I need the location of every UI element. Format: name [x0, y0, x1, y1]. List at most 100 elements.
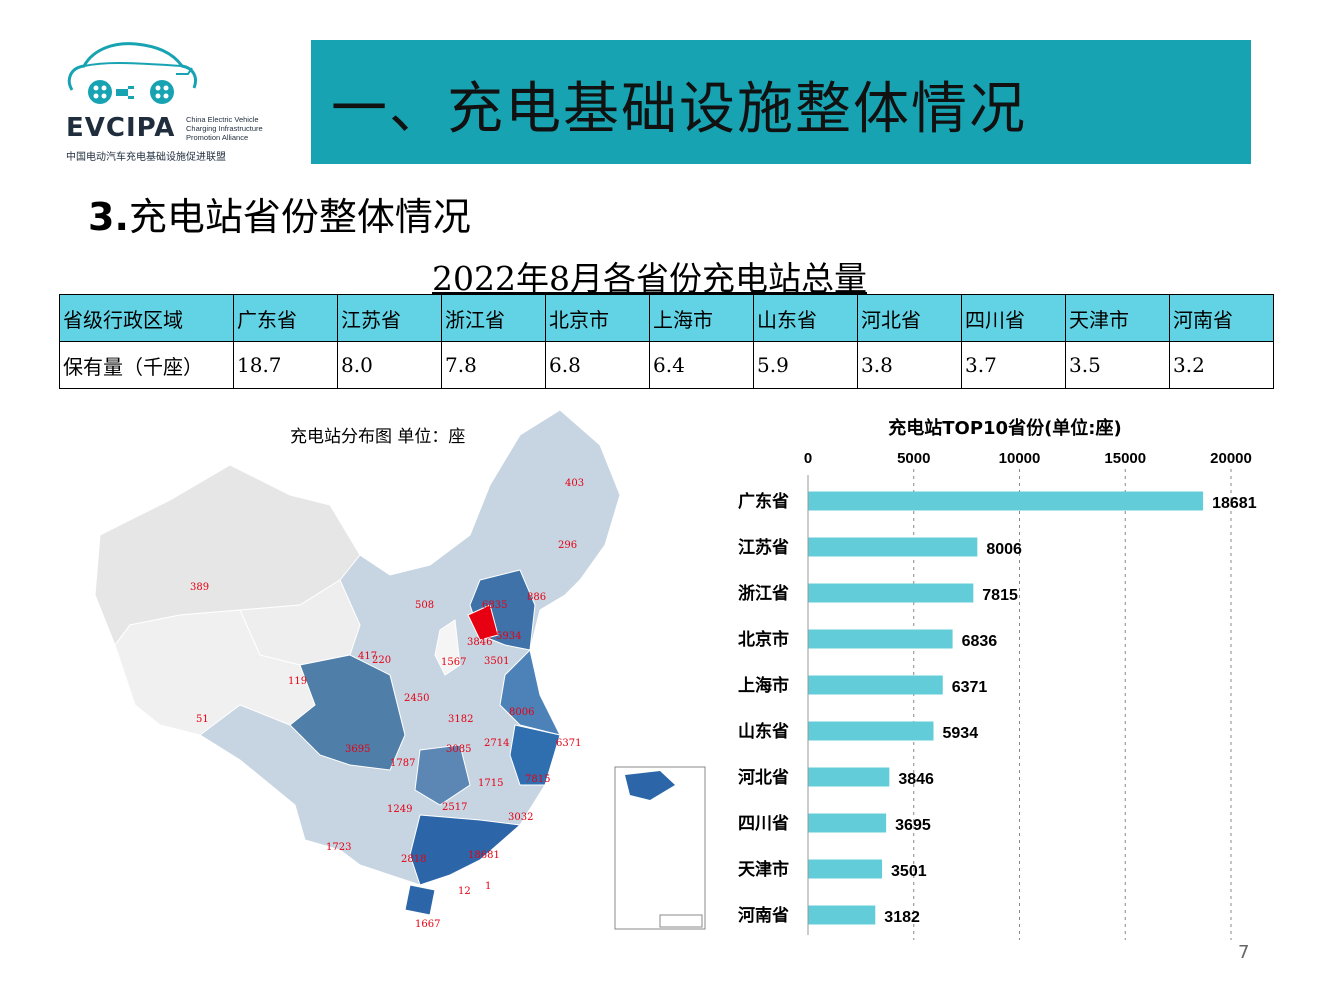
chart-x-tick-label: 10000: [999, 450, 1041, 467]
chart-bar: [808, 537, 978, 557]
chart-category-label: 山东省: [738, 721, 789, 742]
map-value-label: 3695: [345, 744, 371, 755]
map-value-label: 2450: [404, 693, 430, 704]
map-value-label: 296: [558, 540, 578, 551]
chart-data-label: 3501: [891, 863, 927, 880]
map-value-label: 403: [565, 478, 585, 489]
inset-map: [614, 766, 706, 930]
evcipa-logo: EVCIPA China Electric Vehicle Charging In…: [64, 38, 274, 168]
map-value-label: 1667: [415, 919, 441, 930]
region-cell: 江苏省: [337, 294, 442, 342]
map-value-label: 2714: [484, 738, 510, 749]
region-cell: 浙江省: [441, 294, 546, 342]
chart-category-label: 浙江省: [738, 583, 789, 604]
chart-category-label: 河北省: [738, 767, 789, 788]
page-number: 7: [1238, 942, 1250, 963]
amount-cell: 3.7: [961, 341, 1066, 389]
section-title-text: 充电站省份整体情况: [128, 195, 471, 239]
car-plug-icon: [67, 42, 197, 104]
chart-data-label: 3846: [898, 771, 934, 788]
chart-data-label: 6371: [952, 679, 988, 696]
map-value-label: 3501: [484, 656, 510, 667]
chart-category-label: 北京市: [738, 629, 789, 650]
map-value-label: 220: [372, 655, 392, 666]
table-row-amounts: 保有量（千座） 18.7 8.0 7.8 6.8 6.4 5.9 3.8 3.7…: [59, 341, 1274, 389]
map-value-label: 6371: [556, 738, 582, 749]
chart-category-label: 四川省: [738, 813, 789, 834]
map-value-label: 1723: [326, 842, 352, 853]
section-number: 3.: [88, 195, 129, 239]
chart-bar: [808, 583, 974, 603]
chart-data-label: 5934: [943, 725, 979, 742]
logo-chinese-name: 中国电动汽车充电基础设施促进联盟: [66, 152, 226, 163]
chart-data-label: 7815: [982, 587, 1018, 604]
map-value-label: 417: [358, 651, 378, 662]
map-value-label: 1715: [478, 778, 504, 789]
china-map: [94, 409, 706, 930]
chart-x-tick-label: 5000: [897, 450, 930, 467]
region-cell: 河南省: [1169, 294, 1274, 342]
region-cell: 山东省: [753, 294, 858, 342]
map-value-label: 3182: [448, 714, 474, 725]
chart-data-label: 8006: [986, 541, 1022, 558]
chart-data-label: 6836: [962, 633, 998, 650]
chart-bar: [808, 905, 876, 925]
chart-data-label: 3695: [895, 817, 931, 834]
map-shapes: [94, 409, 621, 916]
amount-cell: 8.0: [337, 341, 442, 389]
map-value-label: 1: [485, 881, 492, 892]
section-title: 3.充电站省份整体情况: [88, 186, 471, 241]
map-value-label: 51: [196, 714, 209, 725]
page-title: 一、充电基础设施整体情况: [331, 77, 1027, 142]
table-title: 2022年8月各省份充电站总量: [432, 259, 867, 298]
chart-bar: [808, 721, 934, 741]
amount-cell: 3.5: [1065, 341, 1170, 389]
chart-category-label: 江苏省: [738, 537, 789, 558]
chart-bar: [808, 859, 883, 879]
map-value-label: 1567: [441, 657, 467, 668]
chart-x-tick-label: 15000: [1104, 450, 1146, 467]
region-cell: 北京市: [545, 294, 650, 342]
chart-data-label: 18681: [1212, 495, 1257, 512]
table-header-cell: 省级行政区域: [59, 294, 234, 342]
map-value-label: 5934: [496, 631, 522, 642]
region-cell: 广东省: [233, 294, 338, 342]
map-value-label: 2818: [401, 854, 427, 865]
chart-x-tick-label: 20000: [1210, 450, 1252, 467]
map-value-label: 18681: [468, 850, 500, 861]
map-value-label: 2517: [442, 802, 468, 813]
map-value-label: 508: [415, 600, 435, 611]
map-value-label: 3085: [446, 744, 472, 755]
chart-category-label: 天津市: [738, 859, 789, 880]
map-value-label: 1249: [387, 804, 413, 815]
logo-english-name: China Electric Vehicle Charging Infrastru…: [186, 115, 263, 142]
chart-category-label: 河南省: [738, 905, 789, 926]
chart-bar: [808, 813, 887, 833]
title-band: 一、充电基础设施整体情况: [311, 40, 1251, 164]
region-cell: 四川省: [961, 294, 1066, 342]
chart-bar: [808, 675, 943, 695]
map-value-label: 389: [190, 582, 210, 593]
chart-bar: [808, 629, 953, 649]
table-row-regions: 省级行政区域 广东省 江苏省 浙江省 北京市 上海市 山东省 河北省 四川省 天…: [59, 294, 1274, 342]
chart-title: 充电站TOP10省份(单位:座): [888, 417, 1121, 439]
map-value-label: 6835: [482, 600, 508, 611]
amount-cell: 18.7: [233, 341, 338, 389]
amount-cell: 7.8: [441, 341, 546, 389]
chart-category-label: 上海市: [738, 675, 789, 696]
chart-bar: [808, 767, 890, 787]
logo-wordmark: EVCIPA: [66, 113, 176, 143]
map-value-label: 12: [458, 886, 471, 897]
province-table: 省级行政区域 广东省 江苏省 浙江省 北京市 上海市 山东省 河北省 四川省 天…: [59, 294, 1274, 389]
chart-x-tick-label: 0: [804, 450, 812, 467]
map-value-label: 1787: [390, 758, 416, 769]
map-title: 充电站分布图 单位：座: [290, 427, 466, 447]
table-header-cell: 保有量（千座）: [59, 341, 234, 389]
map-value-label: 3846: [467, 637, 493, 648]
region-cell: 河北省: [857, 294, 962, 342]
map-value-label: 7815: [525, 774, 551, 785]
map-value-label: 3032: [508, 812, 534, 823]
amount-cell: 6.4: [649, 341, 754, 389]
chart-category-label: 广东省: [738, 491, 789, 512]
chart-data-label: 3182: [884, 909, 920, 926]
